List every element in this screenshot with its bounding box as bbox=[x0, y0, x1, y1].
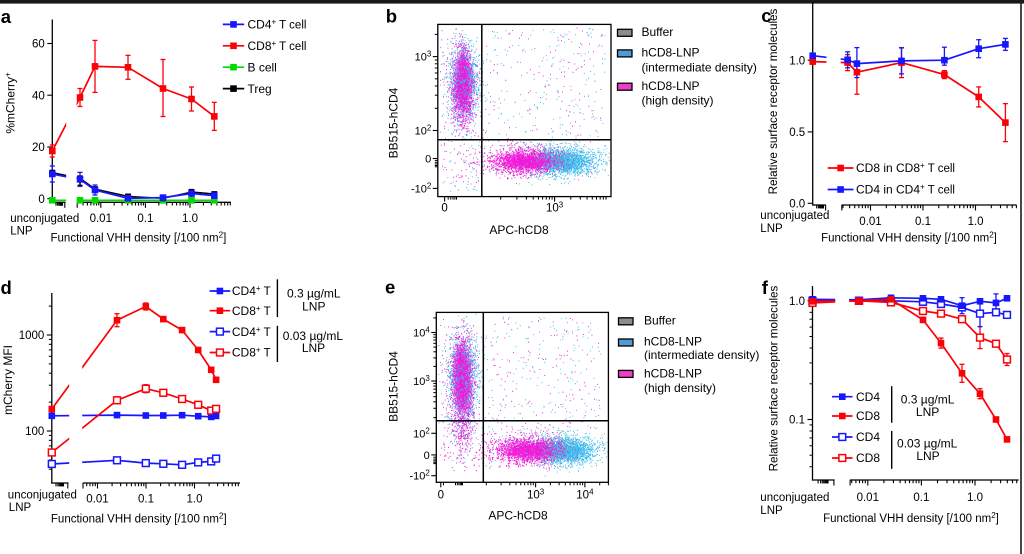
svg-text:Buffer: Buffer bbox=[644, 313, 676, 327]
svg-text:APC-hCD8: APC-hCD8 bbox=[489, 223, 549, 237]
svg-text:B cell: B cell bbox=[248, 60, 277, 74]
svg-text:CD8 in CD8+ T cell: CD8 in CD8+ T cell bbox=[856, 161, 955, 175]
svg-text:0.0: 0.0 bbox=[789, 199, 805, 211]
svg-text:BB515-hCD4: BB515-hCD4 bbox=[386, 351, 400, 422]
svg-text:Relative surface receptor mole: Relative surface receptor molecules bbox=[767, 8, 780, 194]
svg-text:1.0: 1.0 bbox=[789, 296, 805, 308]
svg-text:1.0: 1.0 bbox=[967, 492, 983, 504]
svg-text:hCD8-LNP: hCD8-LNP bbox=[642, 46, 700, 60]
svg-text:e: e bbox=[385, 276, 395, 297]
svg-text:(intermediate density): (intermediate density) bbox=[644, 348, 759, 362]
svg-text:CD4 in CD4+ T cell: CD4 in CD4+ T cell bbox=[856, 183, 955, 197]
svg-text:(intermediate density): (intermediate density) bbox=[642, 61, 757, 75]
svg-text:-102: -102 bbox=[409, 469, 430, 483]
svg-text:0.01: 0.01 bbox=[86, 494, 108, 506]
svg-text:LNP: LNP bbox=[916, 405, 939, 419]
svg-text:CD8+ T: CD8+ T bbox=[232, 346, 271, 360]
svg-text:APC-hCD8: APC-hCD8 bbox=[488, 509, 548, 523]
svg-text:1000: 1000 bbox=[19, 330, 45, 342]
svg-text:LNP: LNP bbox=[760, 505, 783, 517]
svg-text:CD4: CD4 bbox=[856, 430, 880, 444]
svg-text:CD8+ T cell: CD8+ T cell bbox=[248, 39, 307, 53]
svg-text:0: 0 bbox=[441, 203, 447, 215]
svg-text:0.01: 0.01 bbox=[859, 216, 881, 228]
svg-text:0: 0 bbox=[438, 490, 444, 502]
svg-text:Functional VHH density [/100 n: Functional VHH density [/100 nm2] bbox=[51, 512, 227, 526]
svg-text:0.3 µg/mL: 0.3 µg/mL bbox=[287, 286, 341, 300]
svg-text:LNP: LNP bbox=[10, 225, 33, 237]
svg-text:Buffer: Buffer bbox=[642, 25, 674, 39]
svg-text:0.5: 0.5 bbox=[789, 127, 805, 139]
svg-text:(high density): (high density) bbox=[644, 381, 716, 395]
svg-text:0.01: 0.01 bbox=[90, 213, 112, 225]
svg-text:1.0: 1.0 bbox=[182, 213, 198, 225]
svg-text:hCD8-LNP: hCD8-LNP bbox=[644, 367, 702, 381]
svg-text:0.1: 0.1 bbox=[789, 415, 805, 427]
svg-text:unconjugated: unconjugated bbox=[760, 210, 829, 222]
svg-text:hCD8-LNP: hCD8-LNP bbox=[642, 79, 700, 93]
svg-text:CD4+ T cell: CD4+ T cell bbox=[248, 18, 307, 32]
svg-text:unconjugated: unconjugated bbox=[760, 492, 829, 504]
svg-text:d: d bbox=[1, 277, 12, 298]
svg-text:Treg: Treg bbox=[248, 82, 272, 96]
svg-text:100: 100 bbox=[25, 426, 44, 438]
svg-text:mCherry MFI: mCherry MFI bbox=[1, 345, 15, 415]
svg-text:1.0: 1.0 bbox=[187, 494, 203, 506]
svg-text:CD4: CD4 bbox=[856, 390, 880, 404]
svg-text:Functional VHH density [/100 n: Functional VHH density [/100 nm2] bbox=[823, 511, 999, 525]
svg-text:CD4+ T: CD4+ T bbox=[232, 284, 271, 298]
svg-text:0.1: 0.1 bbox=[137, 213, 153, 225]
svg-text:a: a bbox=[1, 6, 12, 27]
svg-text:0.1: 0.1 bbox=[138, 494, 154, 506]
svg-text:0.1: 0.1 bbox=[913, 492, 929, 504]
svg-text:Relative surface receptor mole: Relative surface receptor molecules bbox=[767, 285, 780, 471]
svg-text:unconjugated: unconjugated bbox=[10, 213, 79, 225]
svg-text:LNP: LNP bbox=[302, 341, 325, 355]
svg-text:40: 40 bbox=[32, 90, 45, 102]
svg-text:LNP: LNP bbox=[302, 300, 325, 314]
svg-text:-102: -102 bbox=[411, 181, 432, 195]
svg-text:60: 60 bbox=[32, 39, 45, 51]
svg-text:LNP: LNP bbox=[916, 449, 939, 463]
svg-text:CD8+ T: CD8+ T bbox=[232, 304, 271, 318]
svg-text:LNP: LNP bbox=[9, 502, 32, 514]
svg-text:20: 20 bbox=[32, 142, 45, 154]
svg-text:(high density): (high density) bbox=[642, 93, 714, 107]
svg-text:LNP: LNP bbox=[760, 223, 783, 235]
svg-text:c: c bbox=[761, 5, 771, 26]
svg-text:%mCherry+: %mCherry+ bbox=[3, 72, 17, 134]
svg-text:0.3 µg/mL: 0.3 µg/mL bbox=[901, 393, 955, 407]
svg-text:1.0: 1.0 bbox=[789, 55, 805, 67]
svg-text:BB515-hCD4: BB515-hCD4 bbox=[387, 87, 401, 158]
svg-text:0: 0 bbox=[425, 154, 431, 166]
svg-text:Functional VHH density [/100 n: Functional VHH density [/100 nm2] bbox=[51, 231, 227, 245]
svg-text:CD4+ T: CD4+ T bbox=[232, 325, 271, 339]
svg-text:b: b bbox=[386, 6, 397, 27]
svg-text:1.0: 1.0 bbox=[968, 216, 984, 228]
svg-text:unconjugated: unconjugated bbox=[8, 489, 77, 501]
svg-text:hCD8-LNP: hCD8-LNP bbox=[644, 335, 702, 349]
svg-text:0.03 µg/mL: 0.03 µg/mL bbox=[283, 329, 344, 343]
svg-text:Functional VHH density [/100 n: Functional VHH density [/100 nm2] bbox=[821, 231, 997, 245]
svg-text:0: 0 bbox=[38, 194, 44, 206]
svg-text:0.01: 0.01 bbox=[857, 492, 879, 504]
svg-text:CD8: CD8 bbox=[856, 409, 880, 423]
svg-text:f: f bbox=[762, 277, 769, 298]
svg-text:0: 0 bbox=[424, 450, 430, 462]
svg-text:CD8: CD8 bbox=[856, 451, 880, 465]
svg-text:0.03 µg/mL: 0.03 µg/mL bbox=[897, 437, 958, 451]
svg-text:0.1: 0.1 bbox=[915, 216, 931, 228]
